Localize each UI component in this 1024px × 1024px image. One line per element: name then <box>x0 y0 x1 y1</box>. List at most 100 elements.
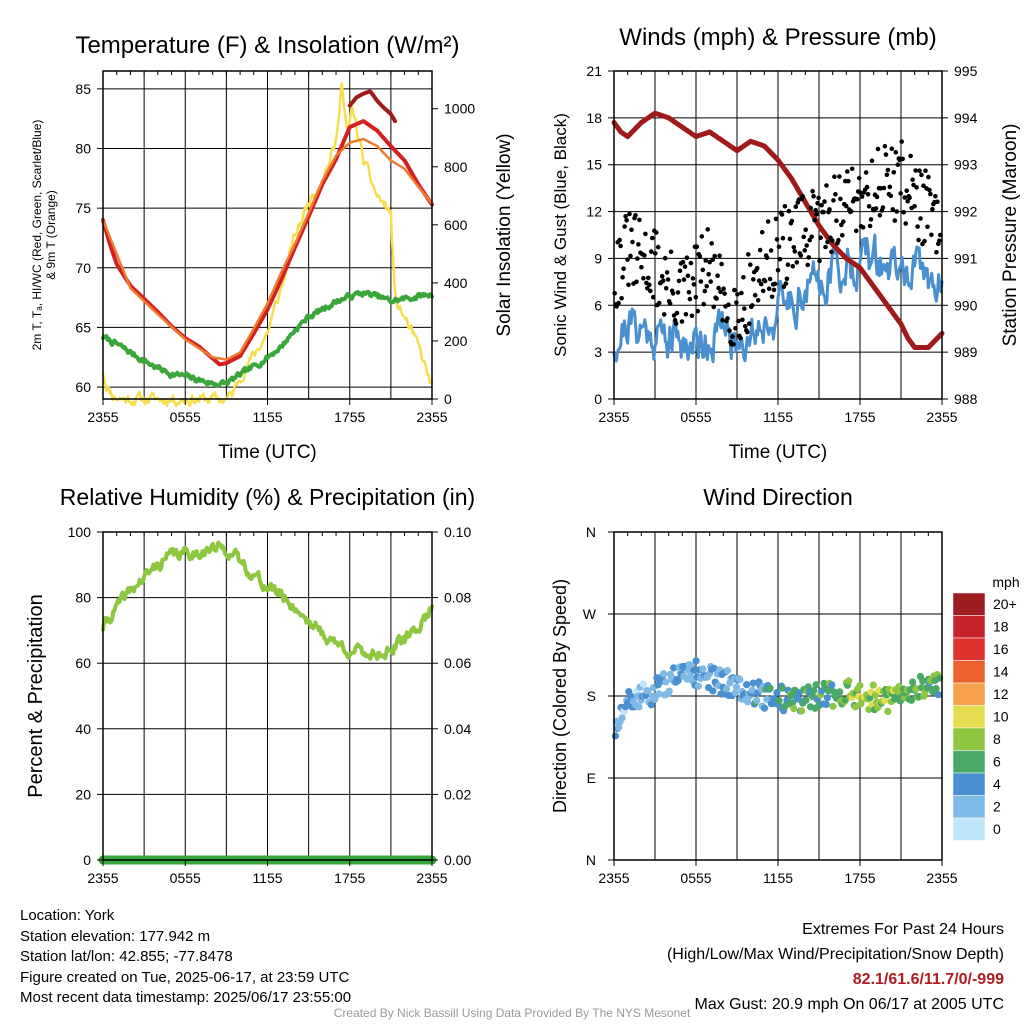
gust-point <box>839 222 844 228</box>
figure-created: Figure created on Tue, 2025-06-17, at 23… <box>20 968 350 986</box>
gust-point <box>884 172 890 178</box>
y-right-tick-label: 0 <box>444 391 452 407</box>
y-tick-label: 9 <box>594 250 602 266</box>
y-right-tick-label: 994 <box>954 110 978 126</box>
gust-point <box>917 168 922 173</box>
gust-point <box>715 273 720 279</box>
gust-point <box>772 281 778 287</box>
direction-point <box>644 687 652 695</box>
direction-point <box>907 696 916 704</box>
gust-point <box>714 296 719 301</box>
x-tick-label: 0555 <box>680 870 711 886</box>
gust-point <box>907 195 912 201</box>
gust-point <box>653 251 658 256</box>
legend-label: 16 <box>993 641 1009 657</box>
gust-point <box>683 312 689 317</box>
x-tick-label: 2355 <box>87 870 118 886</box>
direction-point <box>635 703 643 711</box>
gust-point <box>930 206 935 212</box>
gust-point <box>816 195 821 201</box>
gust-point <box>777 256 783 262</box>
station-latlon: Station lat/lon: 42.855; -77.8478 <box>20 948 233 965</box>
x-tick-label: 2355 <box>598 409 629 425</box>
gust-point <box>738 335 743 341</box>
y-tick-label: 21 <box>586 63 602 79</box>
y-tick-label: 20 <box>75 786 91 802</box>
direction-point <box>778 684 787 692</box>
gust-point <box>889 146 895 152</box>
gust-point <box>717 253 722 258</box>
y-right-tick-label: 1000 <box>444 101 475 117</box>
direction-point <box>773 689 781 697</box>
gust-point <box>745 329 750 335</box>
direction-point <box>743 681 751 689</box>
y-tick-label: 80 <box>75 590 91 606</box>
legend-label: 14 <box>993 664 1009 680</box>
gust-point <box>618 243 623 249</box>
gust-point <box>676 278 682 284</box>
gust-point <box>752 292 758 298</box>
gust-point <box>766 286 772 292</box>
gust-point <box>801 234 806 240</box>
series-temp_2m <box>101 119 434 367</box>
gust-point <box>635 256 640 261</box>
gust-point <box>688 260 694 266</box>
gust-point <box>690 276 696 281</box>
gust-point <box>759 229 765 235</box>
gust-point <box>899 139 904 144</box>
y-right-tick-label: 0.08 <box>444 590 471 606</box>
gust-point <box>846 178 851 184</box>
gust-point <box>755 298 761 303</box>
gust-point <box>773 216 779 222</box>
y-tick-label: W <box>583 606 597 622</box>
gust-point <box>700 267 706 273</box>
gust-point <box>758 281 764 287</box>
gust-point <box>856 175 862 181</box>
gust-point <box>898 191 903 196</box>
series-pressure <box>611 110 945 350</box>
gust-point <box>916 237 921 243</box>
gust-point <box>619 296 624 301</box>
direction-point <box>760 704 769 712</box>
gust-point <box>905 198 910 204</box>
gust-point <box>895 162 901 167</box>
gust-point <box>822 199 827 204</box>
gust-point <box>670 291 676 296</box>
gust-point <box>697 253 703 259</box>
legend-swatch <box>952 795 986 819</box>
direction-point <box>810 687 818 695</box>
gust-point <box>934 250 939 255</box>
gust-point <box>918 216 923 221</box>
gust-point <box>622 224 627 229</box>
direction-point <box>748 686 756 694</box>
direction-point <box>655 690 663 698</box>
y-tick-label: 12 <box>586 204 602 220</box>
legend-swatch <box>952 772 986 796</box>
y-right-tick-label: 990 <box>954 297 978 313</box>
direction-point <box>618 714 626 722</box>
gust-point <box>742 306 747 311</box>
gust-point <box>734 300 739 305</box>
gust-point <box>785 262 791 268</box>
gust-point <box>647 282 652 288</box>
gust-point <box>921 183 926 188</box>
gust-point <box>698 279 704 284</box>
y-right-tick-label: 995 <box>954 63 978 79</box>
direction-point <box>912 685 920 693</box>
direction-point <box>665 687 673 695</box>
y-right-tick-label: 989 <box>954 344 978 360</box>
legend-swatch <box>952 705 986 729</box>
gust-point <box>616 300 621 306</box>
legend-swatch <box>952 727 986 751</box>
chart-title: Relative Humidity (%) & Precipitation (i… <box>60 484 475 510</box>
direction-point <box>709 687 717 695</box>
gust-point <box>874 194 880 200</box>
gust-point <box>639 265 644 270</box>
gust-point <box>623 214 628 219</box>
gust-point <box>646 275 651 281</box>
direction-point <box>866 694 874 702</box>
y-axis-label: Percent & Precipitation <box>25 594 47 797</box>
gust-point <box>880 205 886 210</box>
gust-point <box>687 296 693 302</box>
